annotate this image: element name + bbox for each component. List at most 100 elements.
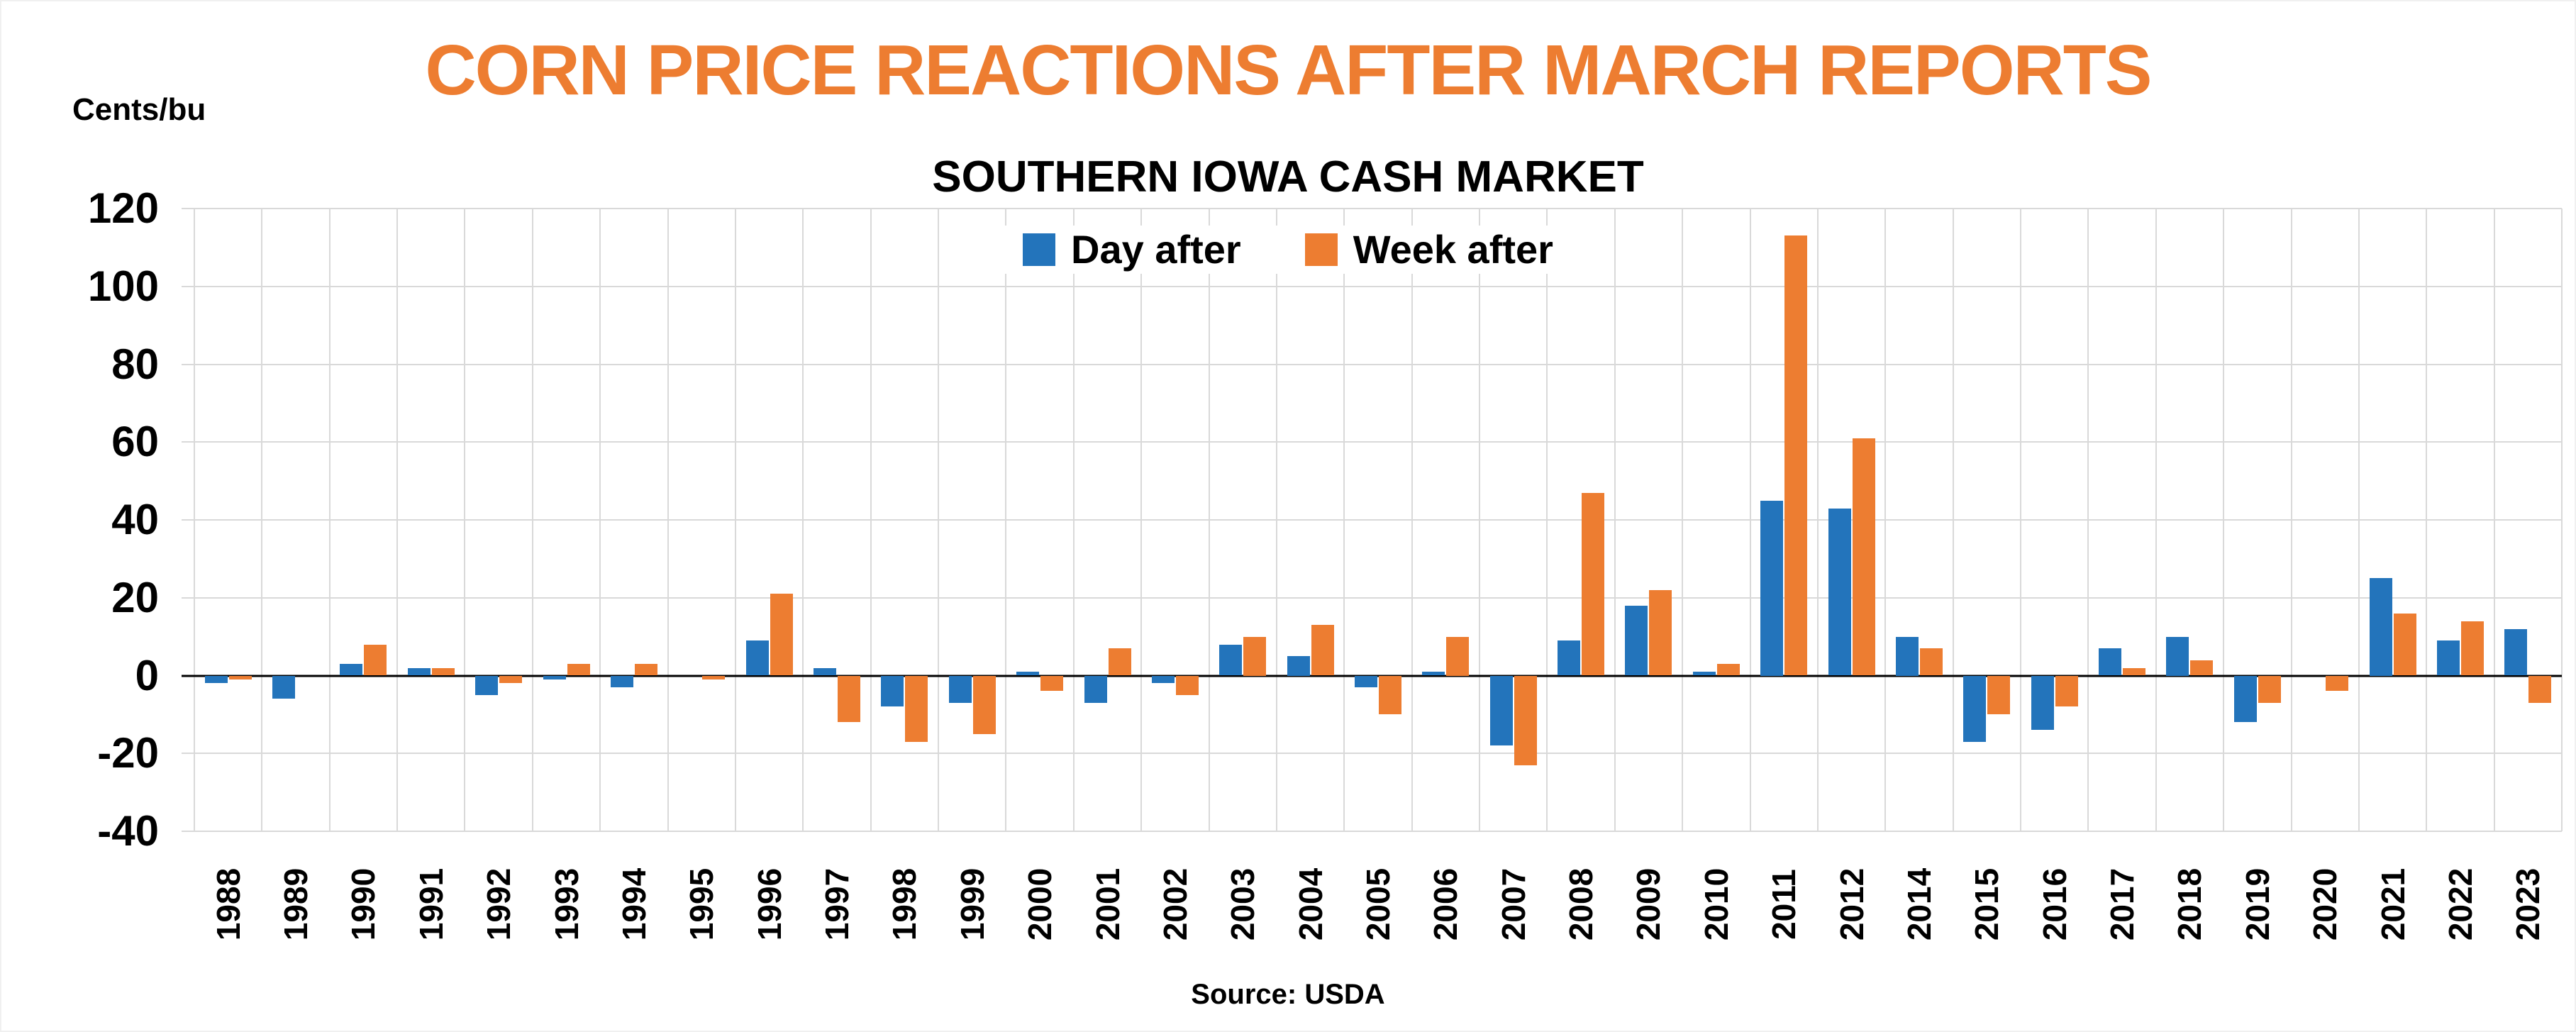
bar-week-after-2019 <box>2258 675 2281 703</box>
x-tick-label: 2022 <box>2441 867 2479 941</box>
bar-week-after-2004 <box>1311 625 1334 676</box>
v-gridline <box>2561 209 2563 831</box>
bar-day-after-2021 <box>2369 578 2392 676</box>
x-tick-label: 1998 <box>886 867 923 941</box>
plot-area <box>182 208 2563 832</box>
bar-week-after-2001 <box>1108 648 1131 676</box>
x-tick-label: 1989 <box>277 867 315 941</box>
bar-day-after-2019 <box>2233 675 2257 723</box>
bar-week-after-1996 <box>770 594 793 676</box>
h-gridline <box>182 753 2562 755</box>
bar-day-after-2012 <box>1828 508 1851 676</box>
y-tick-label: 60 <box>111 418 159 466</box>
x-tick-label: 2011 <box>1765 869 1803 940</box>
x-tick-label: 1999 <box>953 867 991 941</box>
x-tick-label: 2016 <box>2036 867 2073 941</box>
x-tick-label: 1991 <box>412 867 450 941</box>
bar-week-after-2005 <box>1379 675 1401 715</box>
x-tick-label: 1988 <box>209 867 247 941</box>
h-gridline <box>182 519 2562 521</box>
x-tick-label: 2020 <box>2306 867 2344 941</box>
bar-day-after-1999 <box>948 675 972 703</box>
y-tick-label: 0 <box>135 651 159 699</box>
bar-day-after-2003 <box>1219 644 1243 676</box>
y-tick-label: 80 <box>111 340 159 388</box>
bar-week-after-2000 <box>1040 675 1064 692</box>
bar-week-after-2014 <box>1919 648 1943 676</box>
bar-week-after-1992 <box>499 675 523 684</box>
source-note: Source: USDA <box>1191 979 1385 1010</box>
bar-day-after-1990 <box>340 664 363 676</box>
bar-week-after-1993 <box>567 664 590 676</box>
bar-day-after-1993 <box>543 675 566 679</box>
x-tick-label: 2008 <box>1562 867 1600 941</box>
x-tick-label: 1994 <box>615 867 653 941</box>
x-tick-label: 1995 <box>683 867 721 941</box>
bar-day-after-2008 <box>1558 640 1581 676</box>
bar-day-after-2004 <box>1287 656 1310 676</box>
x-tick-label: 2001 <box>1089 867 1126 941</box>
bar-day-after-1991 <box>407 667 431 676</box>
x-tick-label: 2003 <box>1224 867 1262 941</box>
bar-day-after-1996 <box>745 640 769 676</box>
h-gridline <box>182 441 2562 443</box>
y-tick-label: 40 <box>111 496 159 543</box>
bar-week-after-1991 <box>431 667 455 676</box>
bar-day-after-2015 <box>1963 675 1987 742</box>
bar-day-after-2010 <box>1692 672 1716 676</box>
bar-day-after-2016 <box>2031 675 2054 731</box>
x-tick-label: 2012 <box>1833 867 1870 941</box>
x-tick-label: 2014 <box>1900 867 1938 941</box>
y-axis-unit-label: Cents/bu <box>72 92 206 127</box>
bar-day-after-1997 <box>814 667 837 676</box>
x-tick-label: 2002 <box>1156 867 1194 941</box>
x-tick-label: 2007 <box>1494 867 1532 941</box>
chart-subtitle: SOUTHERN IOWA CASH MARKET <box>932 152 1644 201</box>
bar-day-after-1994 <box>610 675 633 687</box>
bar-week-after-1988 <box>228 675 252 679</box>
bar-week-after-2002 <box>1175 675 1199 695</box>
bar-day-after-2001 <box>1084 675 1107 703</box>
bar-day-after-2022 <box>2436 640 2460 676</box>
bar-week-after-1998 <box>905 675 928 742</box>
bar-day-after-2017 <box>2099 648 2122 676</box>
y-tick-label: 20 <box>111 573 159 621</box>
h-gridline <box>182 285 2562 287</box>
bar-week-after-1990 <box>364 644 387 676</box>
bar-week-after-2021 <box>2393 613 2416 676</box>
x-tick-label: 1996 <box>750 867 788 941</box>
x-tick-label: 2023 <box>2509 867 2547 941</box>
bar-week-after-2020 <box>2326 675 2349 692</box>
bar-day-after-1988 <box>204 675 228 684</box>
bar-day-after-2006 <box>1422 672 1445 676</box>
h-gridline <box>182 597 2562 599</box>
x-tick-label: 2021 <box>2374 867 2411 941</box>
bar-day-after-1998 <box>881 675 904 707</box>
x-axis: 1988 1989 1990 1991 1992 1993 1994 1995 1996 1997… <box>194 847 2562 967</box>
bar-week-after-2003 <box>1243 636 1267 676</box>
bar-week-after-2016 <box>2055 675 2078 707</box>
x-tick-label: 2019 <box>2238 867 2276 941</box>
bar-day-after-2011 <box>1760 500 1784 676</box>
bar-week-after-2007 <box>1514 675 1537 765</box>
y-tick-label: 100 <box>87 262 159 310</box>
bar-day-after-1992 <box>475 675 499 695</box>
bar-week-after-1994 <box>634 664 657 676</box>
x-tick-label: 1997 <box>818 867 856 941</box>
bar-week-after-2010 <box>1716 664 1740 676</box>
bar-week-after-2009 <box>1649 589 1672 676</box>
bar-week-after-2017 <box>2123 667 2146 676</box>
bar-week-after-2018 <box>2190 660 2214 676</box>
bar-week-after-2022 <box>2460 621 2484 676</box>
x-tick-label: 2009 <box>1630 867 1667 941</box>
bar-week-after-2015 <box>1987 675 2011 715</box>
bar-day-after-2002 <box>1151 675 1175 684</box>
y-tick-label: 120 <box>87 184 159 232</box>
bar-week-after-2008 <box>1582 492 1605 676</box>
bar-week-after-1999 <box>972 675 996 734</box>
h-gridline <box>182 363 2562 365</box>
h-gridline <box>182 208 2562 209</box>
x-tick-label: 1992 <box>480 867 518 941</box>
bar-day-after-2007 <box>1489 675 1513 746</box>
